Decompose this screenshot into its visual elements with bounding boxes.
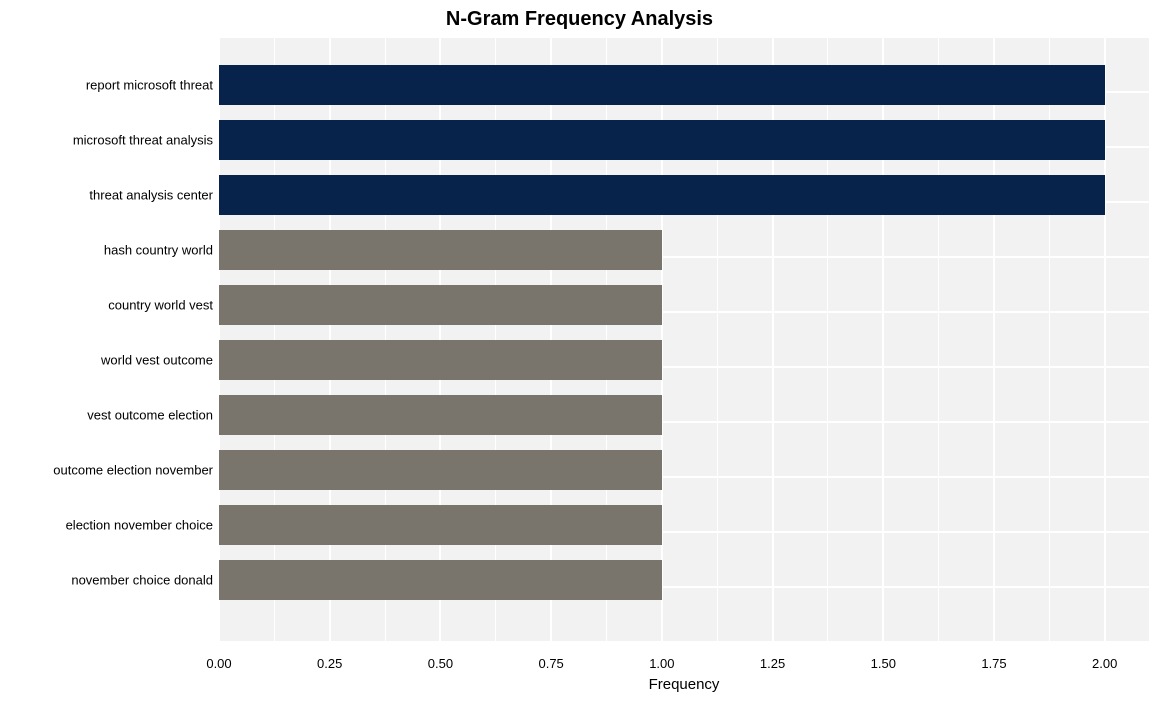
bar (219, 120, 1105, 160)
bar (219, 175, 1105, 215)
x-axis-label: Frequency (219, 676, 1149, 693)
x-tick-label: 1.50 (871, 656, 896, 671)
ngram-frequency-chart: N-Gram Frequency Analysis Frequency repo… (0, 0, 1159, 701)
y-axis-label: vest outcome election (0, 407, 213, 422)
bar (219, 340, 662, 380)
y-axis-label: microsoft threat analysis (0, 132, 213, 147)
x-tick-label: 2.00 (1092, 656, 1117, 671)
x-tick-label: 1.25 (760, 656, 785, 671)
y-axis-label: country world vest (0, 297, 213, 312)
x-tick-label: 0.75 (538, 656, 563, 671)
y-axis-label: world vest outcome (0, 352, 213, 367)
bar (219, 395, 662, 435)
y-axis-label: hash country world (0, 242, 213, 257)
plot-area (219, 37, 1149, 642)
y-axis-label: report microsoft threat (0, 77, 213, 92)
gridline-row (219, 36, 1149, 38)
x-tick-label: 1.00 (649, 656, 674, 671)
x-tick-label: 0.00 (206, 656, 231, 671)
bar (219, 560, 662, 600)
bar (219, 65, 1105, 105)
gridline-row (219, 641, 1149, 643)
x-tick-label: 1.75 (981, 656, 1006, 671)
y-axis-label: november choice donald (0, 572, 213, 587)
chart-title: N-Gram Frequency Analysis (0, 8, 1159, 31)
bar (219, 505, 662, 545)
bar (219, 450, 662, 490)
x-tick-label: 0.50 (428, 656, 453, 671)
x-tick-label: 0.25 (317, 656, 342, 671)
y-axis-label: election november choice (0, 517, 213, 532)
bar (219, 230, 662, 270)
bar (219, 285, 662, 325)
y-axis-label: threat analysis center (0, 187, 213, 202)
y-axis-label: outcome election november (0, 462, 213, 477)
